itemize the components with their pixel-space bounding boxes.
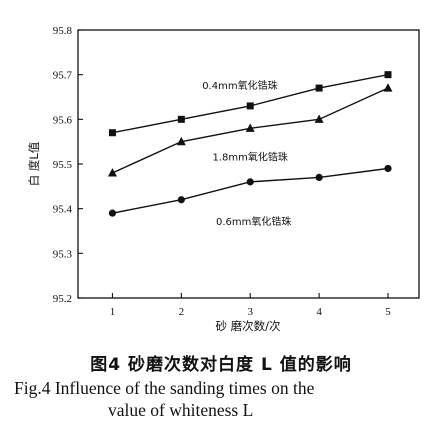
y-tick-label: 95.2 [53,293,72,305]
series-label-3: 0.6mm氧化锆珠 [216,215,291,228]
x-tick-label: 2 [179,306,185,318]
triangle-marker [383,83,393,92]
triangle-marker [314,114,324,123]
circle-marker [315,173,323,181]
line-chart: 95.2 95.3 95.4 95.5 95.6 95.7 95.8 1 2 3 4 5 0.4mm… [27,25,420,333]
figure-caption-english-line1: Fig.4 Influence of the sanding times on … [14,378,315,398]
x-tick-label: 4 [316,306,322,318]
y-tick-label: 95.7 [53,70,73,82]
plot-frame [77,29,420,299]
series-line-3 [112,167,389,214]
y-tick-label: 95.8 [53,25,73,37]
circle-marker [108,209,117,217]
x-tick-label: 3 [247,306,253,318]
x-tick-label: 1 [110,306,116,318]
y-tick-label: 95.3 [53,248,73,260]
circle-marker [177,196,185,204]
square-marker [108,129,116,137]
triangle-marker [176,136,186,146]
y-tick-label: 95.4 [53,204,73,216]
x-axis-label: 砂 磨次数/次 [215,319,281,333]
x-axis-ticks: 1 2 3 4 5 [110,293,391,318]
circle-marker [384,164,392,173]
y-axis-label: 白 度L值 [27,141,41,186]
series-label-1: 0.4mm氧化锆珠 [202,79,277,92]
series-group [107,71,393,217]
square-marker [177,115,185,123]
circle-marker [246,178,254,186]
series-labels: 0.4mm氧化锆珠 1.8mm氧化锆珠 0.6mm氧化锆珠 [202,79,291,228]
triangle-marker [107,168,117,177]
figure-caption-english-line2: value of whiteness L [108,400,254,420]
triangle-marker [245,123,255,132]
y-tick-label: 95.6 [53,114,73,126]
y-tick-label: 95.5 [53,159,73,171]
square-marker [384,71,392,79]
square-marker [246,102,254,110]
y-axis-ticks: 95.2 95.3 95.4 95.5 95.6 95.7 95.8 [53,25,83,305]
square-marker [315,84,323,92]
figure-caption-chinese: 图4 砂磨次数对白度 L 值的影响 [90,355,352,375]
series-label-2: 1.8mm氧化锆珠 [213,150,288,163]
x-tick-label: 5 [385,306,391,318]
